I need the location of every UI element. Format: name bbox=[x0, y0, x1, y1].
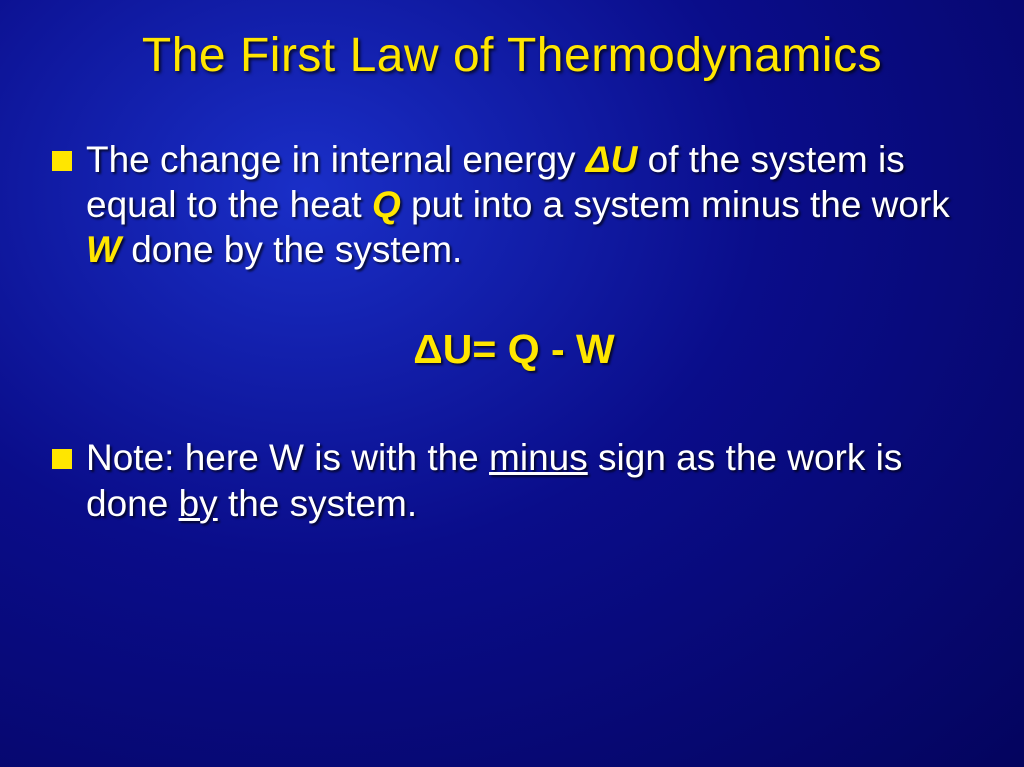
text-fragment: Note: here W is with the bbox=[86, 437, 489, 478]
bullet-item-2: Note: here W is with the minus sign as t… bbox=[52, 435, 976, 525]
underline-minus: minus bbox=[489, 437, 588, 478]
text-fragment: put into a system minus the work bbox=[401, 184, 950, 225]
first-law-formula: ΔU= Q - W bbox=[413, 326, 614, 372]
text-fragment: the system. bbox=[218, 483, 417, 524]
underline-by: by bbox=[179, 483, 218, 524]
slide-body: The change in internal energy ΔU of the … bbox=[48, 137, 976, 526]
delta-u-symbol: ΔU bbox=[586, 139, 638, 180]
bullet-square-icon bbox=[52, 151, 72, 171]
q-symbol: Q bbox=[372, 184, 401, 225]
text-fragment: The change in internal energy bbox=[86, 139, 586, 180]
slide-title: The First Law of Thermodynamics bbox=[48, 28, 976, 83]
bullet-item-1: The change in internal energy ΔU of the … bbox=[52, 137, 976, 272]
formula-row: ΔU= Q - W bbox=[52, 326, 976, 373]
bullet-2-text: Note: here W is with the minus sign as t… bbox=[86, 435, 976, 525]
bullet-1-text: The change in internal energy ΔU of the … bbox=[86, 137, 976, 272]
bullet-square-icon bbox=[52, 449, 72, 469]
w-symbol: W bbox=[86, 229, 121, 270]
text-fragment: done by the system. bbox=[121, 229, 462, 270]
